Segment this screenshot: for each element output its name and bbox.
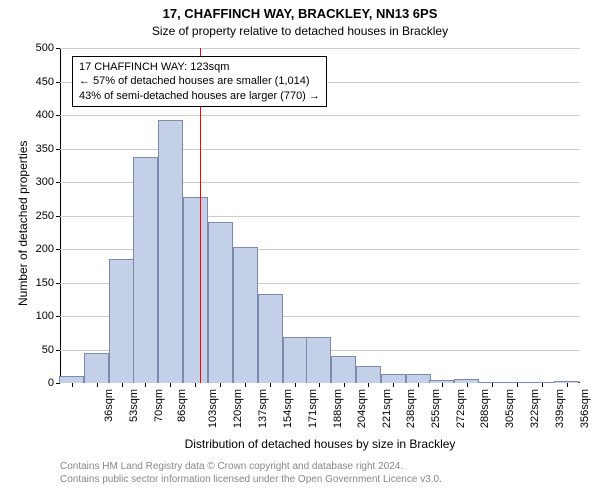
xtick-mark xyxy=(195,383,196,387)
footer-line1: Contains HM Land Registry data © Crown c… xyxy=(60,461,442,474)
xtick-mark xyxy=(542,383,543,387)
ytick-label: 150 xyxy=(36,277,54,289)
histogram-bar xyxy=(208,222,233,383)
histogram-bar xyxy=(258,294,283,383)
xtick-mark xyxy=(72,383,73,387)
xtick-label: 322sqm xyxy=(529,389,541,428)
footer-line2: Contains public sector information licen… xyxy=(60,474,442,487)
histogram-bar xyxy=(183,197,208,383)
histogram-bar xyxy=(133,157,158,383)
x-axis-label: Distribution of detached houses by size … xyxy=(60,437,580,451)
xtick-mark xyxy=(122,383,123,387)
histogram-bar xyxy=(283,337,308,383)
xtick-label: 36sqm xyxy=(103,389,115,422)
histogram-bar xyxy=(233,247,258,383)
ytick-label: 0 xyxy=(48,377,54,389)
xtick-label: 204sqm xyxy=(356,389,368,428)
ytick-label: 50 xyxy=(42,344,54,356)
xtick-label: 154sqm xyxy=(282,389,294,428)
annotation-line3: 43% of semi-detached houses are larger (… xyxy=(79,89,320,103)
ytick-label: 450 xyxy=(36,76,54,88)
xtick-mark xyxy=(97,383,98,387)
histogram-bar xyxy=(306,337,331,383)
xtick-label: 188sqm xyxy=(332,389,344,428)
ytick-label: 300 xyxy=(36,176,54,188)
xtick-label: 288sqm xyxy=(479,389,491,428)
xtick-mark xyxy=(467,383,468,387)
ytick-mark xyxy=(56,216,60,217)
histogram-bar xyxy=(84,353,109,383)
gridline xyxy=(60,48,580,49)
xtick-mark xyxy=(270,383,271,387)
ytick-mark xyxy=(56,283,60,284)
ytick-label: 400 xyxy=(36,109,54,121)
ytick-mark xyxy=(56,182,60,183)
xtick-mark xyxy=(319,383,320,387)
xtick-label: 221sqm xyxy=(381,389,393,428)
footer-attribution: Contains HM Land Registry data © Crown c… xyxy=(60,461,442,486)
y-axis-label: Number of detached properties xyxy=(16,140,30,305)
xtick-mark xyxy=(145,383,146,387)
histogram-bar xyxy=(381,374,406,383)
ytick-mark xyxy=(56,82,60,83)
ytick-mark xyxy=(56,383,60,384)
xtick-label: 86sqm xyxy=(176,389,188,422)
chart-container: 17, CHAFFINCH WAY, BRACKLEY, NN13 6PS Si… xyxy=(0,0,600,500)
ytick-mark xyxy=(56,249,60,250)
xtick-label: 272sqm xyxy=(456,389,468,428)
xtick-mark xyxy=(442,383,443,387)
xtick-mark xyxy=(418,383,419,387)
ytick-label: 100 xyxy=(36,310,54,322)
xtick-mark xyxy=(170,383,171,387)
ytick-mark xyxy=(56,115,60,116)
xtick-label: 120sqm xyxy=(232,389,244,428)
histogram-bar xyxy=(356,366,381,383)
histogram-bar xyxy=(109,259,134,383)
xtick-label: 53sqm xyxy=(128,389,140,422)
title-line1: 17, CHAFFINCH WAY, BRACKLEY, NN13 6PS xyxy=(0,6,600,21)
xtick-mark xyxy=(393,383,394,387)
ytick-label: 500 xyxy=(36,42,54,54)
annotation-line2: ← 57% of detached houses are smaller (1,… xyxy=(79,74,320,88)
xtick-label: 356sqm xyxy=(579,389,591,428)
xtick-label: 171sqm xyxy=(307,389,319,428)
xtick-label: 70sqm xyxy=(153,389,165,422)
histogram-bar xyxy=(331,356,356,383)
xtick-mark xyxy=(567,383,568,387)
ytick-label: 350 xyxy=(36,143,54,155)
xtick-label: 137sqm xyxy=(257,389,269,428)
ytick-mark xyxy=(56,350,60,351)
ytick-label: 200 xyxy=(36,243,54,255)
annotation-box: 17 CHAFFINCH WAY: 123sqm ← 57% of detach… xyxy=(72,56,327,107)
xtick-mark xyxy=(245,383,246,387)
xtick-label: 103sqm xyxy=(207,389,219,428)
gridline xyxy=(60,115,580,116)
xtick-label: 255sqm xyxy=(431,389,443,428)
xtick-label: 238sqm xyxy=(406,389,418,428)
xtick-mark xyxy=(344,383,345,387)
histogram-bar xyxy=(59,376,84,383)
xtick-mark xyxy=(295,383,296,387)
title-line2: Size of property relative to detached ho… xyxy=(0,24,600,38)
histogram-bar xyxy=(158,120,183,383)
xtick-mark xyxy=(220,383,221,387)
xtick-label: 339sqm xyxy=(554,389,566,428)
xtick-mark xyxy=(517,383,518,387)
xtick-label: 305sqm xyxy=(504,389,516,428)
annotation-line1: 17 CHAFFINCH WAY: 123sqm xyxy=(79,60,320,74)
histogram-bar xyxy=(406,374,431,383)
gridline xyxy=(60,149,580,150)
ytick-mark xyxy=(56,48,60,49)
xtick-mark xyxy=(368,383,369,387)
ytick-mark xyxy=(56,316,60,317)
ytick-label: 250 xyxy=(36,210,54,222)
xtick-mark xyxy=(492,383,493,387)
ytick-mark xyxy=(56,149,60,150)
